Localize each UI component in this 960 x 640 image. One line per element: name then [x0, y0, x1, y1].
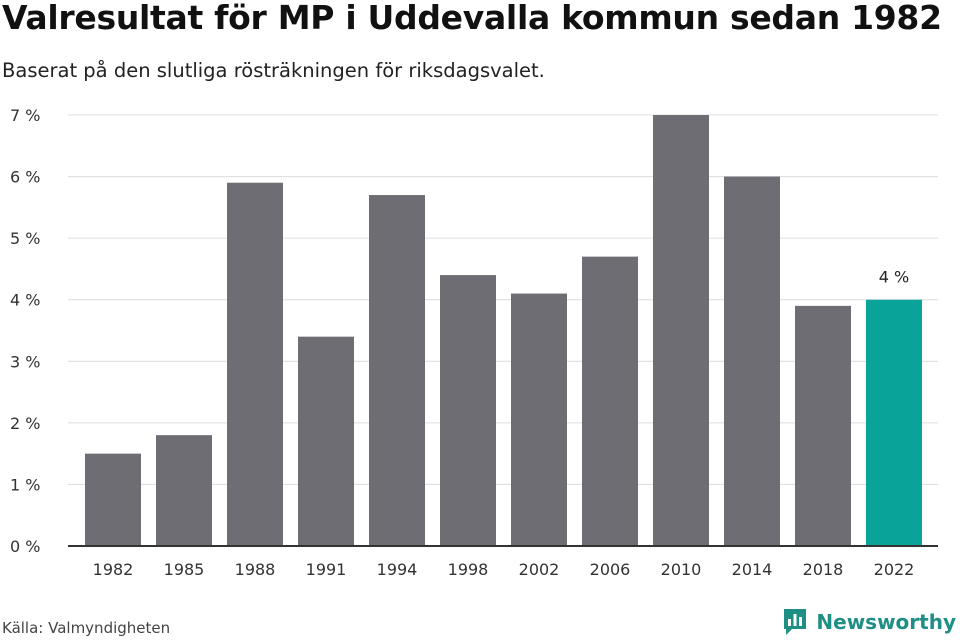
chart-subtitle: Baserat på den slutliga rösträkningen fö… — [2, 59, 545, 82]
y-tick-label: 4 % — [10, 291, 40, 310]
chart-title: Valresultat för MP i Uddevalla kommun se… — [2, 0, 942, 37]
brand-name: Newsworthy — [816, 610, 956, 634]
x-tick-label: 1985 — [164, 560, 205, 579]
y-tick-label: 3 % — [10, 352, 40, 371]
brand-logo: Newsworthy — [782, 607, 956, 637]
y-tick-label: 0 % — [10, 537, 40, 556]
bar — [724, 176, 780, 547]
bar — [511, 293, 567, 546]
bar — [227, 182, 283, 546]
bar — [156, 435, 212, 546]
bar — [369, 195, 425, 547]
bar — [298, 336, 354, 546]
x-tick-label: 2002 — [519, 560, 560, 579]
x-tick-label: 2006 — [590, 560, 631, 579]
bar — [653, 115, 709, 546]
x-tick-label: 1991 — [306, 560, 347, 579]
y-tick-label: 5 % — [10, 229, 40, 248]
newsworthy-logo-icon — [784, 609, 807, 635]
x-tick-label: 1994 — [377, 560, 418, 579]
x-tick-label: 1988 — [235, 560, 276, 579]
bar — [85, 453, 141, 546]
x-tick-label: 2018 — [803, 560, 844, 579]
x-tick-label: 1982 — [93, 560, 134, 579]
source-note: Källa: Valmyndigheten — [2, 619, 171, 637]
bar — [582, 256, 638, 546]
bar-highlighted — [866, 299, 922, 546]
bar — [440, 275, 496, 546]
x-tick-label: 2014 — [732, 560, 773, 579]
y-tick-label: 1 % — [10, 475, 40, 494]
y-tick-label: 7 % — [10, 106, 40, 125]
y-tick-label: 2 % — [10, 414, 40, 433]
bar — [795, 305, 851, 546]
x-tick-label: 1998 — [448, 560, 489, 579]
data-label: 4 % — [879, 268, 909, 287]
x-tick-label: 2010 — [661, 560, 702, 579]
x-tick-label: 2022 — [874, 560, 915, 579]
y-tick-label: 6 % — [10, 168, 40, 187]
